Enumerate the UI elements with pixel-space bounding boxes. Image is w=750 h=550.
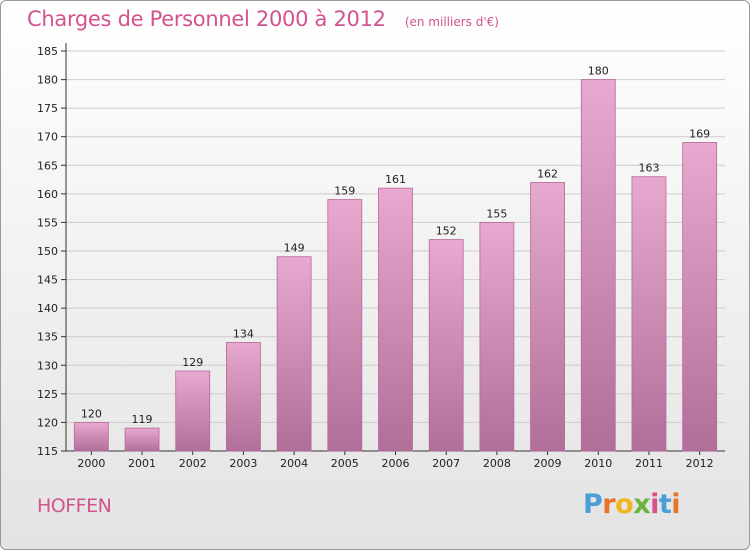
- y-tick-label: 130: [37, 359, 58, 372]
- x-tick-label-2008: 2008: [483, 457, 511, 470]
- y-tick-label: 185: [37, 45, 58, 58]
- chart-title: Charges de Personnel 2000 à 2012: [27, 7, 386, 31]
- x-tick-label-2012: 2012: [686, 457, 714, 470]
- bar-2009: [530, 182, 565, 452]
- value-label-2008: 155: [486, 207, 507, 220]
- y-tick-label: 140: [37, 302, 58, 315]
- value-label-2001: 119: [132, 413, 153, 426]
- y-tick-label: 135: [37, 331, 58, 344]
- bars: [73, 79, 718, 452]
- bar-2004: [276, 256, 312, 452]
- y-tick-label: 160: [37, 188, 58, 201]
- x-tick-label-2010: 2010: [584, 457, 612, 470]
- y-tick-label: 175: [37, 102, 58, 115]
- y-tick-label: 180: [37, 74, 58, 87]
- y-tick-label: 165: [37, 159, 58, 172]
- labels: 120 2000 119 2001 129 2002 134 2003 149 2004 159 20…: [77, 65, 713, 470]
- y-tick-label: 115: [37, 445, 58, 458]
- bar-2007: [428, 239, 464, 452]
- bar-2011: [631, 176, 667, 452]
- y-tick-label: 145: [37, 274, 58, 287]
- title-line: Charges de Personnel 2000 à 2012 (en mil…: [27, 7, 499, 31]
- x-tick-label-2003: 2003: [229, 457, 257, 470]
- x-tick-label-2005: 2005: [331, 457, 359, 470]
- value-label-2011: 163: [638, 162, 659, 175]
- x-tick-label-2007: 2007: [432, 457, 460, 470]
- chart-unit: (en milliers d'€): [404, 15, 499, 29]
- bar-2012: [682, 142, 718, 452]
- value-label-2005: 159: [334, 185, 355, 198]
- y-tick-label: 170: [37, 131, 58, 144]
- value-label-2009: 162: [537, 167, 558, 180]
- commune-name: HOFFEN: [37, 495, 112, 517]
- y-tick-label: 150: [37, 245, 58, 258]
- bar-2000: [73, 422, 109, 452]
- proxiti-logo: Proxiti: [583, 489, 681, 520]
- y-tick-label: 155: [37, 216, 58, 229]
- bar-2001: [124, 427, 160, 452]
- value-label-2004: 149: [284, 242, 305, 255]
- y-tick-label: 120: [37, 416, 58, 429]
- value-label-2007: 152: [436, 225, 457, 238]
- x-tick-label-2004: 2004: [280, 457, 308, 470]
- value-label-2002: 129: [182, 356, 203, 369]
- bar-2005: [327, 199, 363, 452]
- x-tick-label-2009: 2009: [534, 457, 562, 470]
- bar-2003: [226, 342, 261, 452]
- value-label-2000: 120: [81, 407, 102, 420]
- x-tick-label-2002: 2002: [179, 457, 207, 470]
- x-tick-label-2000: 2000: [77, 457, 105, 470]
- x-tick-label-2001: 2001: [128, 457, 156, 470]
- bar-2010: [580, 79, 616, 452]
- value-label-2006: 161: [385, 173, 406, 186]
- y-tick-label: 125: [37, 388, 58, 401]
- bar-2002: [175, 370, 211, 452]
- x-tick-label-2006: 2006: [382, 457, 410, 470]
- bar-2008: [479, 222, 515, 452]
- value-label-2010: 180: [588, 65, 609, 78]
- value-label-2012: 169: [689, 127, 710, 140]
- value-label-2003: 134: [233, 327, 254, 340]
- bar-2006: [378, 187, 413, 452]
- x-tick-label-2011: 2011: [635, 457, 663, 470]
